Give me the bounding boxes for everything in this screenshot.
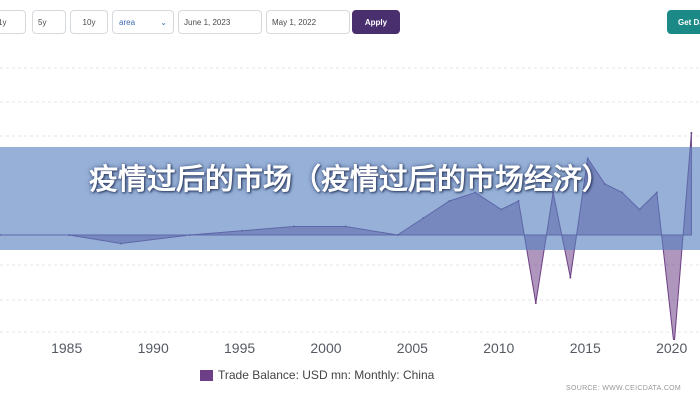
source-credit: SOURCE: WWW.CEICDATA.COM (566, 385, 682, 392)
range-button-10y[interactable]: 10y (70, 10, 108, 34)
chart-toolbar: 1y 5y 10y area ⌄ June 1, 2023 May 1, 202… (0, 0, 700, 46)
title-banner (0, 147, 700, 250)
x-tick-label: 1985 (51, 340, 83, 356)
x-tick-label: 1990 (137, 340, 169, 356)
chart-grid (0, 67, 700, 333)
x-tick-label: 2000 (310, 340, 342, 356)
chart-legend[interactable]: Trade Balance: USD mn: Monthly: China (200, 368, 434, 382)
apply-button[interactable]: Apply (352, 10, 400, 34)
x-tick-label: 1995 (224, 340, 256, 356)
get-data-button[interactable]: Get Da (667, 10, 700, 34)
series-point (534, 302, 537, 304)
chart-type-select[interactable]: area ⌄ (112, 10, 174, 34)
x-tick-label: 2010 (483, 340, 515, 356)
series-point (690, 132, 693, 134)
x-tick-label: 2020 (656, 340, 688, 356)
range-button-1y[interactable]: 1y (0, 10, 26, 34)
legend-label: Trade Balance: USD mn: Monthly: China (218, 368, 435, 382)
chevron-down-icon: ⌄ (160, 17, 167, 27)
legend-swatch (200, 369, 213, 381)
range-button-5y[interactable]: 5y (32, 10, 66, 34)
chart-type-value: area (119, 17, 136, 27)
banner-title: 疫情过后的市场（疫情过后的市场经济） (88, 162, 611, 196)
end-date-input[interactable]: May 1, 2022 (266, 10, 350, 34)
x-tick-label: 2005 (396, 340, 428, 356)
x-tick-label: 2015 (569, 340, 601, 356)
series-point (569, 276, 572, 279)
start-date-input[interactable]: June 1, 2023 (178, 10, 262, 34)
